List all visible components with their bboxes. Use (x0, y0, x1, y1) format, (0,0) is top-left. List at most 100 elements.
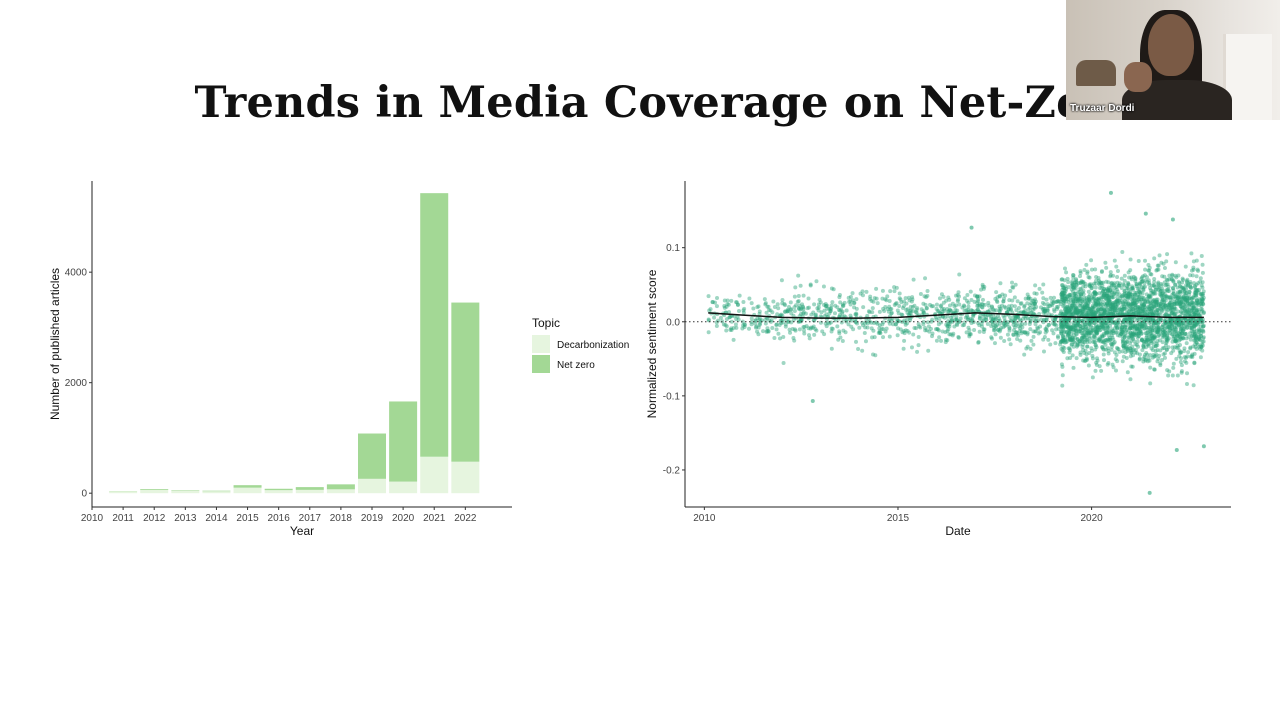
scatter-point (813, 312, 818, 317)
scatter-point (1097, 298, 1102, 303)
scatter-point (1100, 283, 1105, 288)
scatter-point (976, 340, 981, 345)
participant-video-tile[interactable]: Truzaar Dordi (1066, 0, 1280, 120)
scatter-point (1093, 317, 1098, 322)
scatter-point (907, 330, 912, 335)
scatter-point (1164, 341, 1169, 346)
scatter-point (952, 304, 957, 309)
scatter-point (977, 316, 982, 321)
scatter-point (979, 287, 984, 292)
scatter-point (971, 313, 976, 318)
scatter-point (1041, 296, 1046, 301)
scatter-point (1107, 330, 1112, 335)
scatter-point (925, 288, 930, 293)
scatter-point (816, 305, 821, 310)
scatter-point (735, 303, 740, 308)
scatter-point (1121, 354, 1126, 359)
scatter-point (1028, 296, 1033, 301)
scatter-point (1023, 330, 1028, 335)
scatter-point (1083, 324, 1088, 329)
scatter-point (903, 322, 908, 327)
scatter-point (939, 292, 944, 297)
scatter-point (1095, 317, 1100, 322)
scatter-point (1065, 305, 1070, 310)
scatter-point (1054, 323, 1059, 328)
scatter-point (757, 316, 762, 321)
scatter-point (1032, 306, 1037, 311)
scatter-point (1010, 310, 1015, 315)
scatter-point (786, 319, 791, 324)
scatter-point (910, 297, 915, 302)
scatter-point (1201, 302, 1206, 307)
scatter-point (1032, 298, 1037, 303)
scatter-point (966, 307, 971, 312)
scatter-point (1075, 337, 1080, 342)
scatter-point (854, 312, 859, 317)
scatter-point (865, 313, 870, 318)
scatter-point (1071, 299, 1076, 304)
scatter-point (780, 317, 785, 322)
scatter-point-outlier (1201, 444, 1206, 449)
scatter-point (995, 295, 1000, 300)
scatter-point (1080, 306, 1085, 311)
scatter-point (1093, 317, 1098, 322)
scatter-point (1070, 342, 1075, 347)
scatter-point (921, 311, 926, 316)
scatter-point (1142, 305, 1147, 310)
scatter-point (1019, 331, 1024, 336)
bar-net-zero-2022 (451, 302, 480, 462)
scatter-point (1092, 339, 1097, 344)
scatter-point (1138, 290, 1143, 295)
scatter-point (811, 318, 816, 323)
scatter-point (936, 309, 941, 314)
scatter-point (1063, 307, 1068, 312)
scatter-point (1194, 329, 1199, 334)
scatter-point (1107, 309, 1112, 314)
scatter-point (1194, 298, 1199, 303)
scatter-point (995, 328, 1000, 333)
scatter-point (1001, 296, 1006, 301)
scatter-point (991, 328, 996, 333)
scatter-point (1189, 285, 1194, 290)
scatter-point (962, 296, 967, 301)
scatter-point (1091, 339, 1096, 344)
scatter-point (997, 318, 1002, 323)
scatter-point (1087, 321, 1092, 326)
scatter-point (1087, 293, 1092, 298)
scatter-point (1016, 324, 1021, 329)
scatter-point (829, 303, 834, 308)
scatter-point (1158, 348, 1163, 353)
scatter-point (776, 331, 781, 336)
scatter-point (894, 285, 899, 290)
scatter-point (1016, 333, 1021, 338)
scatter-point (1018, 323, 1023, 328)
scatter-point (1064, 322, 1069, 327)
scatter-point (1082, 359, 1087, 364)
scatter-point (779, 278, 784, 283)
scatter-point (1183, 264, 1188, 269)
scatter-point (889, 307, 894, 312)
scatter-point (898, 297, 903, 302)
scatter-point (1092, 291, 1097, 296)
scatter-point (799, 317, 804, 322)
scatter-point (1076, 297, 1081, 302)
scatter-point (1080, 339, 1085, 344)
scatter-point (1083, 305, 1088, 310)
scatter-point (1074, 282, 1079, 287)
scatter-point (1060, 373, 1065, 378)
scatter-point (757, 309, 762, 314)
scatter-point (884, 326, 889, 331)
scatter-point (1040, 290, 1045, 295)
scatter-point (792, 294, 797, 299)
scatter-point (877, 330, 882, 335)
scatter-point (1059, 362, 1064, 367)
scatter-point (1128, 377, 1133, 382)
x-tick-label: 2015 (236, 513, 259, 524)
scatter-point (1185, 309, 1190, 314)
scatter-point (895, 308, 900, 313)
scatter-point (1104, 296, 1109, 301)
scatter-point (1032, 297, 1037, 302)
scatter-point (1098, 307, 1103, 312)
scatter-point (1106, 348, 1111, 353)
scatter-point (1033, 299, 1038, 304)
